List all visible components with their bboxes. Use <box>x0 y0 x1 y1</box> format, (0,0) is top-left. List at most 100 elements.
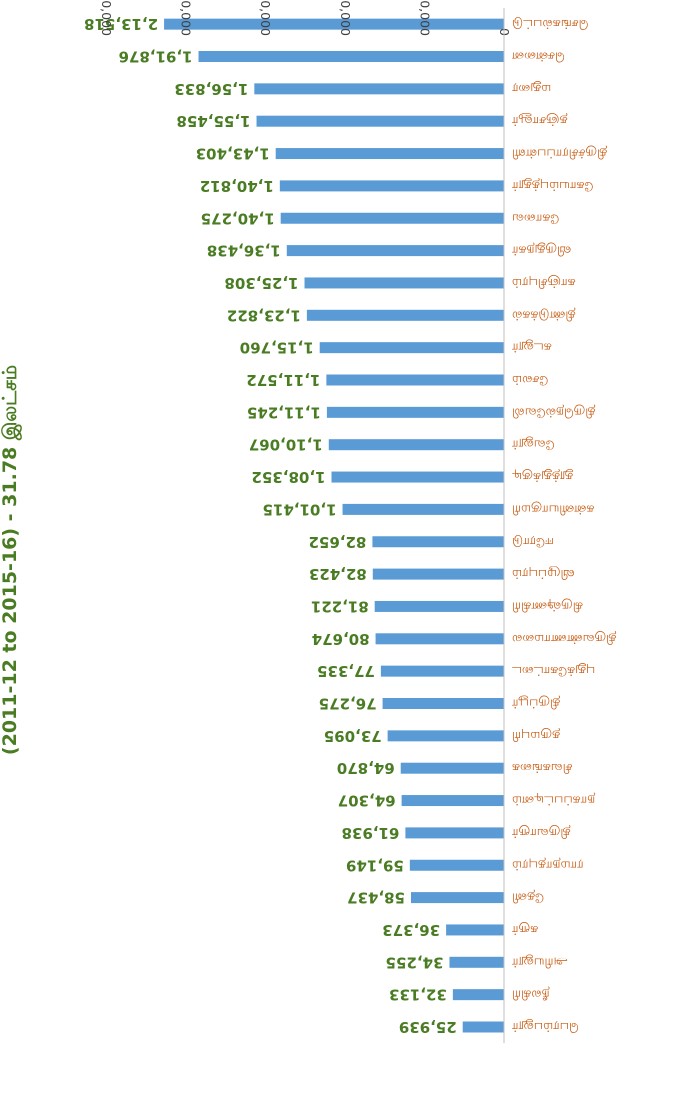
bar <box>304 277 504 289</box>
bar <box>319 342 504 354</box>
bar <box>280 212 504 224</box>
bar-value-label: 36,373 <box>382 921 440 939</box>
bar-value-label: 59,149 <box>346 856 404 874</box>
bar <box>372 568 504 580</box>
bar <box>372 536 504 548</box>
bar <box>326 374 504 386</box>
bar <box>254 83 504 95</box>
bar-value-label: 73,095 <box>324 727 382 745</box>
bar-value-label: 80,674 <box>312 630 370 648</box>
value-labels: 25,939 32,133 34,255 36,373 58,437 59,149 61,9… <box>84 15 457 1036</box>
bar-value-label: 77,335 <box>317 662 375 680</box>
tick-label: 1,00,000 <box>338 0 353 36</box>
category-label: விருதுநகர் <box>512 243 572 259</box>
bar <box>328 439 504 451</box>
category-label: காஞ்சிபுரம் <box>512 275 576 291</box>
bar <box>452 989 504 1001</box>
bar-value-label: 1,11,245 <box>247 403 321 421</box>
tick-label: 2,50,000 <box>99 0 114 36</box>
chart-plot-area: (2011-12 to 2015-16) - 31.78 இலட்சம் 25,… <box>0 0 616 1044</box>
bar-value-label: 1,36,438 <box>207 242 281 260</box>
category-label: கோவை <box>512 211 559 226</box>
category-label: திருவண்ணாமலை <box>511 631 616 647</box>
category-label: திருப்பூர் <box>512 696 561 712</box>
bar-value-label: 64,870 <box>337 759 395 777</box>
bar-value-label: 1,43,403 <box>196 145 270 163</box>
bar <box>382 698 504 709</box>
category-label: கிருஷ்ணகிரி <box>512 598 583 614</box>
bar-value-label: 76,275 <box>319 695 377 713</box>
bar <box>375 633 504 645</box>
category-label: கடலூர் <box>512 340 552 356</box>
category-label: வேலூர் <box>512 437 555 453</box>
category-label: ஈரோடு <box>512 535 554 550</box>
bar-value-label: 1,56,833 <box>174 80 248 98</box>
bar-value-label: 1,01,415 <box>263 500 337 518</box>
bar-value-label: 82,652 <box>309 533 367 551</box>
bar-value-label: 32,133 <box>389 986 447 1004</box>
bar-value-label: 1,08,352 <box>251 468 325 486</box>
bar <box>446 924 504 936</box>
bar <box>462 1021 504 1033</box>
bar-value-label: 64,307 <box>338 792 396 810</box>
category-label: செங்கல்பட்டு <box>512 17 588 32</box>
category-label: ராமநாதபுரம் <box>512 858 584 873</box>
bar-value-label: 1,91,876 <box>119 48 193 66</box>
bar-value-label: 1,55,458 <box>176 112 250 130</box>
bar-value-label: 58,437 <box>347 889 405 907</box>
category-label: கன்னியாகுமரி <box>512 501 594 517</box>
category-label: சிவகங்கை <box>512 761 573 776</box>
bar-value-label: 1,40,275 <box>201 209 275 227</box>
bar-value-label: 1,10,067 <box>249 436 323 454</box>
bar-value-label: 25,939 <box>399 1018 457 1036</box>
bar <box>256 115 504 127</box>
bar <box>331 471 504 483</box>
bar <box>342 503 504 515</box>
category-label: திருநெல்வேலி <box>512 404 596 420</box>
bar-value-label: 34,255 <box>386 953 444 971</box>
bar <box>387 730 504 742</box>
bar-value-label: 2,13,518 <box>84 15 158 33</box>
category-label: சென்னை <box>511 50 565 65</box>
category-label: அரியலூர் <box>512 954 568 970</box>
bar-series <box>164 18 504 1033</box>
bar <box>275 148 504 160</box>
bar <box>279 180 504 192</box>
category-label: தருமபுரி <box>512 728 560 744</box>
bar <box>306 309 504 321</box>
bar <box>380 665 504 677</box>
category-label: தூத்துக்குடி <box>511 469 573 485</box>
bar <box>164 18 504 30</box>
bar <box>401 795 504 807</box>
tick-label: 1,50,000 <box>258 0 273 36</box>
tick-label: 2,00,000 <box>179 0 194 36</box>
bar-value-label: 1,25,308 <box>224 274 298 292</box>
bar-value-label: 1,15,760 <box>240 339 314 357</box>
category-label: தஞ்சாவூர் <box>512 113 568 129</box>
bar-value-label: 1,11,572 <box>246 371 320 389</box>
bar <box>286 245 504 257</box>
category-labels: பெரம்பலூர் நீலகிரி அரியலூர் கரூர் தேனி ராமநாத… <box>511 17 616 1035</box>
bar <box>449 956 504 968</box>
bar <box>326 406 504 418</box>
category-label: கோயம்புத்தூர் <box>512 178 594 194</box>
category-label: திருவாரூர் <box>512 825 571 841</box>
bar-value-label: 82,423 <box>309 565 367 583</box>
bar-value-label: 1,40,812 <box>200 177 274 195</box>
category-label: திருச்சிராப்பள்ளி <box>512 146 607 162</box>
category-label: கரூர் <box>512 922 539 938</box>
bar-value-label: 81,221 <box>311 597 369 615</box>
bar <box>410 892 504 904</box>
bar <box>400 762 504 774</box>
category-label: திண்டுக்கல் <box>511 308 575 323</box>
bar <box>374 600 504 612</box>
category-label: மதுரை <box>511 81 551 97</box>
bar-value-label: 1,23,822 <box>227 306 301 324</box>
bar <box>198 51 504 62</box>
category-label: நாகப்பட்டினம் <box>512 794 595 809</box>
bar <box>409 859 504 871</box>
category-label: பெரம்பலூர் <box>512 1019 579 1035</box>
